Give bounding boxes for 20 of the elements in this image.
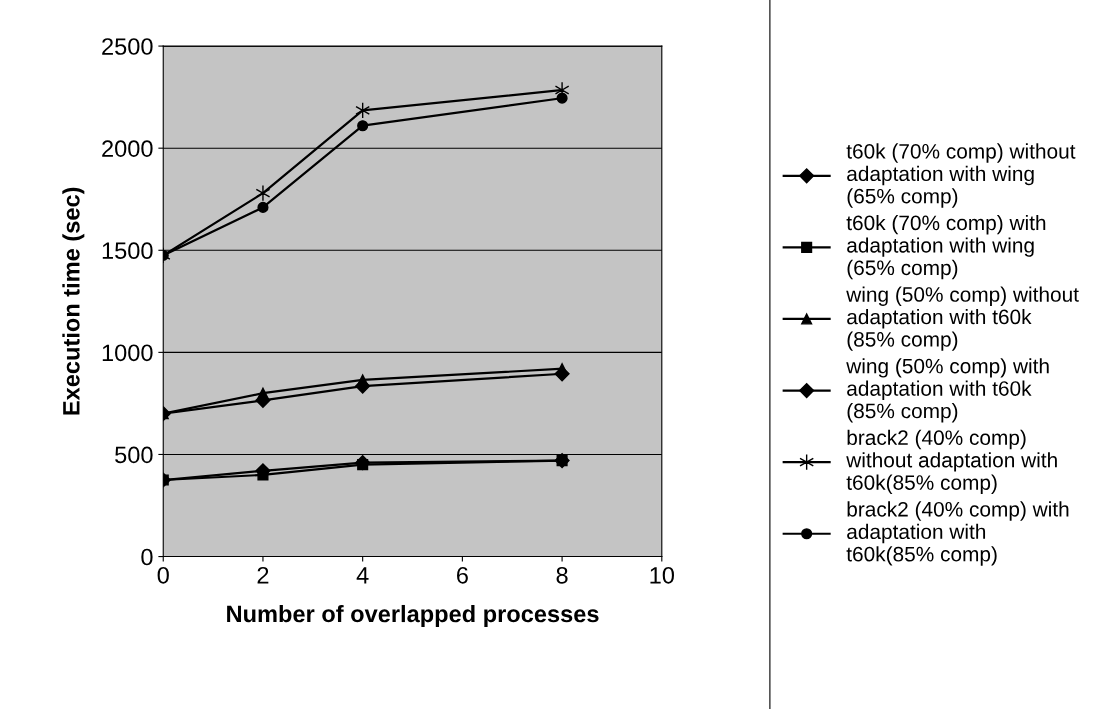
legend-label: brack2 (40% comp) with adaptation with t60k(85% comp) [846,501,1069,566]
y-tick-label: 1500 [102,242,153,260]
y-tick-label: 0 [141,548,153,566]
y-tick-label: 500 [115,446,153,464]
legend-label: t60k (70% comp) without adaptation with wing (65% comp) [846,143,1076,208]
x-tick-label: 6 [457,566,468,584]
y-tick-label: 1000 [102,344,153,362]
legend-label: t60k (70% comp) with adaptation with wing (65% comp) [846,214,1046,280]
legend-label: brack2 (40% comp) without adaptation with t60k(85% comp) [846,429,1057,495]
x-tick-label: 4 [356,567,369,584]
y-tick-label: 2500 [102,38,153,55]
y-tick-label: 2000 [102,140,153,157]
x-tick-label: 0 [157,566,169,584]
x-tick-label: 10 [650,566,675,584]
x-axis-title: Number of overlapped processes [227,604,599,627]
legend-label: wing (50% comp) with adaptation with t60k (85% comp) [846,358,1049,423]
legend-label: wing (50% comp) without adaptation with t60k (85% comp) [846,286,1079,351]
x-tick-label: 8 [556,566,568,584]
x-tick-label: 2 [257,566,269,584]
y-axis-title: Execution time (sec) [62,187,85,415]
